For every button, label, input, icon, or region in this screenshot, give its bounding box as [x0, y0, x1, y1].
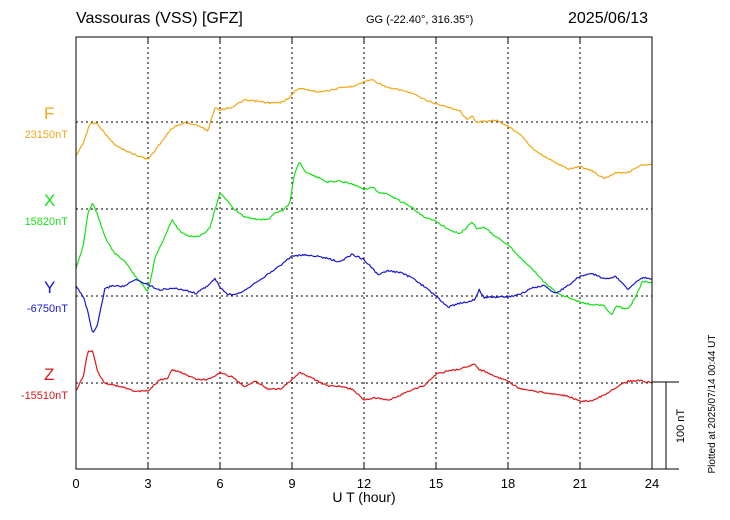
grid-lines	[76, 37, 652, 469]
x-tick-label-24: 24	[645, 476, 659, 491]
channel-label-y: Y	[44, 278, 56, 297]
channel-label-f: F	[44, 104, 55, 123]
x-axis-label: U T (hour)	[332, 489, 395, 505]
channel-label-z: Z	[44, 365, 55, 384]
station-coordinates: GG (-22.40°, 316.35°)	[366, 14, 474, 26]
x-tick-label-3: 3	[144, 476, 151, 491]
scale-bar-label: 100 nT	[675, 409, 687, 444]
plotted-timestamp: Plotted at 2025/07/14 00:44 UT	[707, 335, 718, 474]
series-line-f	[75, 79, 653, 180]
scale-bar: 100 nT	[652, 381, 687, 470]
channel-baseline-x: 15820nT	[24, 216, 68, 228]
series-line-y	[75, 253, 652, 333]
x-tick-label-9: 9	[288, 476, 295, 491]
channel-baseline-y: -6750nT	[27, 303, 68, 315]
channel-baseline-f: 23150nT	[24, 129, 68, 141]
x-tick-label-18: 18	[501, 476, 515, 491]
channel-baseline-z: -15510nT	[20, 390, 68, 402]
channel-label-x: X	[44, 191, 56, 210]
x-tick-label-12: 12	[357, 476, 371, 491]
x-tick-label-6: 6	[216, 476, 223, 491]
series-line-z	[75, 350, 652, 403]
x-tick-label-15: 15	[429, 476, 443, 491]
series-lines	[75, 79, 653, 403]
station-title: Vassouras (VSS) [GFZ]	[76, 10, 243, 27]
plot-date: 2025/06/13	[568, 10, 649, 27]
x-tick-label-0: 0	[72, 476, 79, 491]
x-ticks: 0 3 6 9 12 15 18 21 24	[72, 37, 659, 491]
x-tick-label-21: 21	[573, 476, 587, 491]
